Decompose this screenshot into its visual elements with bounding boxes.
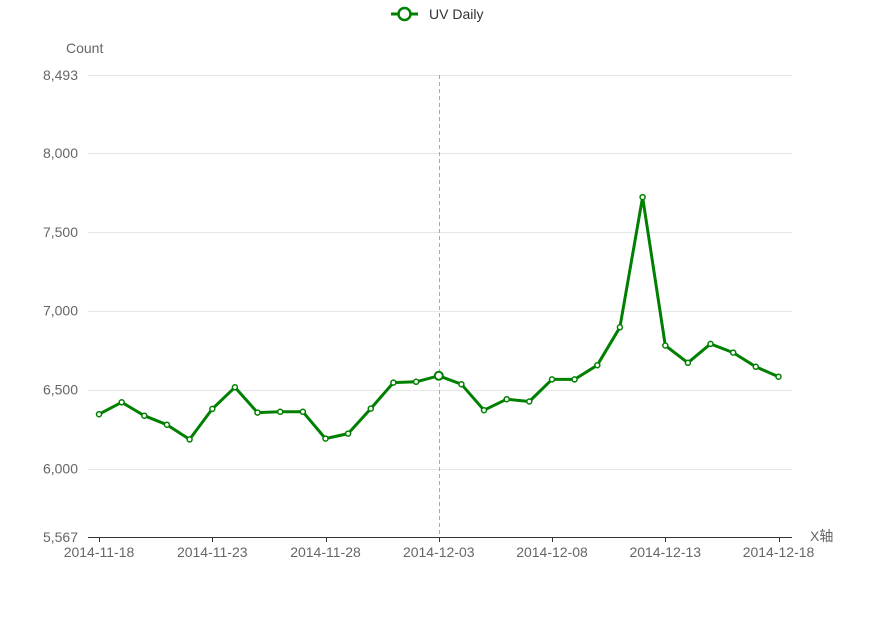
- data-point[interactable]: [141, 412, 148, 419]
- data-point[interactable]: [458, 380, 465, 388]
- x-tick-label: 2014-11-28: [290, 544, 361, 560]
- data-point[interactable]: [684, 359, 692, 367]
- x-axis-title: X轴: [810, 528, 833, 544]
- data-point[interactable]: [367, 405, 375, 412]
- data-point[interactable]: [344, 430, 352, 437]
- data-point[interactable]: [526, 398, 533, 405]
- data-point[interactable]: [707, 340, 714, 348]
- data-point[interactable]: [480, 406, 488, 414]
- legend-label: UV Daily: [429, 6, 483, 22]
- y-tick-label: 6,000: [43, 461, 78, 477]
- data-point[interactable]: [186, 436, 193, 443]
- data-point[interactable]: [616, 324, 624, 331]
- y-tick-label: 7,500: [43, 224, 78, 240]
- x-tick-label: 2014-12-08: [516, 544, 588, 560]
- data-point[interactable]: [433, 370, 444, 381]
- data-point[interactable]: [118, 399, 125, 406]
- data-point[interactable]: [412, 378, 420, 386]
- x-tick-label: 2014-12-18: [743, 544, 815, 560]
- y-axis-title: Count: [66, 40, 103, 56]
- legend-marker-icon: [397, 6, 412, 22]
- y-tick-label: 8,000: [43, 145, 78, 161]
- data-point[interactable]: [209, 405, 216, 413]
- data-point[interactable]: [594, 361, 601, 369]
- data-point[interactable]: [503, 395, 510, 403]
- series-layer: [95, 193, 782, 443]
- x-tick-label: 2014-12-13: [629, 544, 701, 560]
- y-tick-label: 7,000: [43, 303, 78, 319]
- y-tick-label: 5,567: [43, 529, 78, 545]
- data-point[interactable]: [729, 349, 737, 356]
- legend[interactable]: UV Daily: [391, 6, 483, 22]
- data-point[interactable]: [752, 363, 760, 371]
- x-tick-label: 2014-11-23: [177, 544, 248, 560]
- data-point[interactable]: [163, 421, 171, 428]
- x-tick-label: 2014-11-18: [64, 544, 135, 560]
- data-point[interactable]: [231, 384, 239, 391]
- data-point[interactable]: [95, 410, 103, 418]
- data-point[interactable]: [390, 379, 397, 386]
- y-tick-label: 6,500: [43, 382, 78, 398]
- data-point[interactable]: [299, 408, 307, 416]
- data-point[interactable]: [548, 376, 556, 383]
- label-layer: UV Daily Count X轴: [66, 6, 833, 544]
- x-tick-label: 2014-12-03: [403, 544, 475, 560]
- data-point[interactable]: [276, 408, 284, 416]
- data-point[interactable]: [775, 373, 782, 380]
- series-line: [97, 195, 780, 441]
- data-point[interactable]: [254, 409, 261, 416]
- data-point[interactable]: [662, 342, 669, 349]
- data-point[interactable]: [322, 435, 329, 442]
- axis-layer: 5,567 6,000 6,500 7,000 7,500 8,000 8,493 2014-…: [43, 67, 815, 560]
- y-tick-label: 8,493: [43, 67, 78, 83]
- data-point[interactable]: [639, 193, 646, 201]
- data-point[interactable]: [571, 376, 578, 383]
